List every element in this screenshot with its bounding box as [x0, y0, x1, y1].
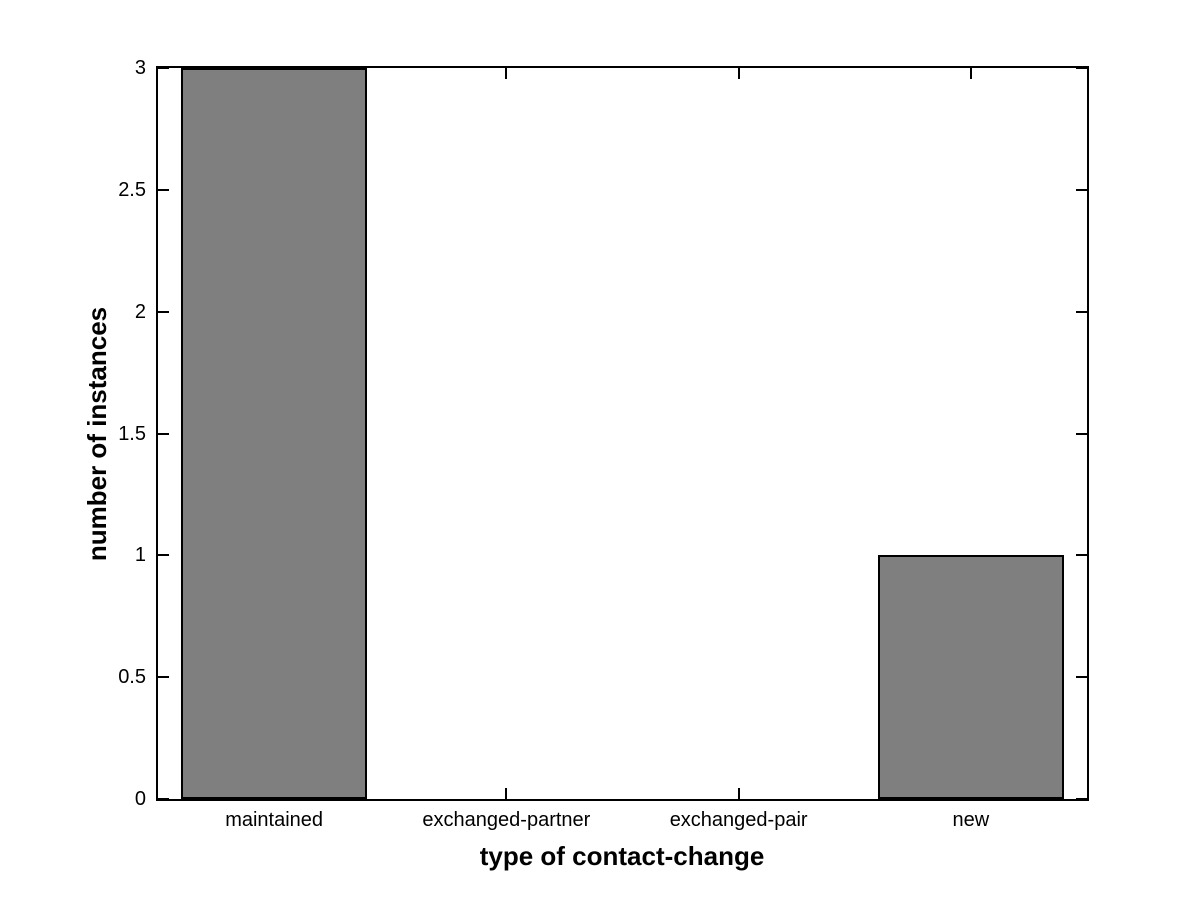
y-tick-mark-left: [158, 432, 169, 435]
bar-new: [877, 555, 1064, 799]
y-tick-mark-right: [1076, 798, 1087, 800]
y-tick-mark-left: [158, 188, 169, 191]
x-tick-mark-bottom: [505, 788, 508, 799]
x-tick-label: exchanged-pair: [669, 809, 808, 831]
x-axis-label: type of contact-change: [479, 841, 765, 871]
y-tick-label: 1: [134, 544, 146, 567]
bar-maintained: [181, 68, 368, 799]
x-tick-mark-top: [737, 68, 740, 79]
x-tick-label: exchanged-partner: [422, 809, 591, 831]
y-tick-mark-left: [158, 310, 169, 313]
y-tick-label: 0: [134, 788, 146, 810]
y-tick-mark-left: [158, 798, 169, 800]
y-tick-mark-right: [1076, 432, 1087, 435]
y-tick-mark-left: [158, 554, 169, 557]
y-tick-mark-right: [1076, 67, 1087, 69]
x-tick-mark-top: [505, 68, 508, 79]
y-tick-label: 2.5: [118, 178, 146, 201]
x-tick-mark-bottom: [737, 788, 740, 799]
y-tick-mark-right: [1076, 554, 1087, 557]
y-tick-mark-right: [1076, 188, 1087, 191]
y-tick-label: 3: [134, 57, 146, 79]
y-tick-mark-left: [158, 676, 169, 679]
x-tick-mark-top: [969, 68, 972, 79]
y-tick-label: 0.5: [118, 666, 146, 689]
y-tick-label: 2: [134, 300, 146, 323]
y-tick-label: 1.5: [118, 422, 146, 445]
y-tick-mark-left: [158, 67, 169, 69]
x-tick-label: new: [952, 809, 990, 831]
x-tick-label: maintained: [225, 809, 324, 831]
plot-area: 0 0.5 1 1.5 2 2.5 3 maintained exchanged-partner…: [118, 58, 1089, 830]
y-tick-mark-right: [1076, 310, 1087, 313]
y-axis-label: number of instances: [82, 306, 112, 562]
y-tick-mark-right: [1076, 676, 1087, 679]
